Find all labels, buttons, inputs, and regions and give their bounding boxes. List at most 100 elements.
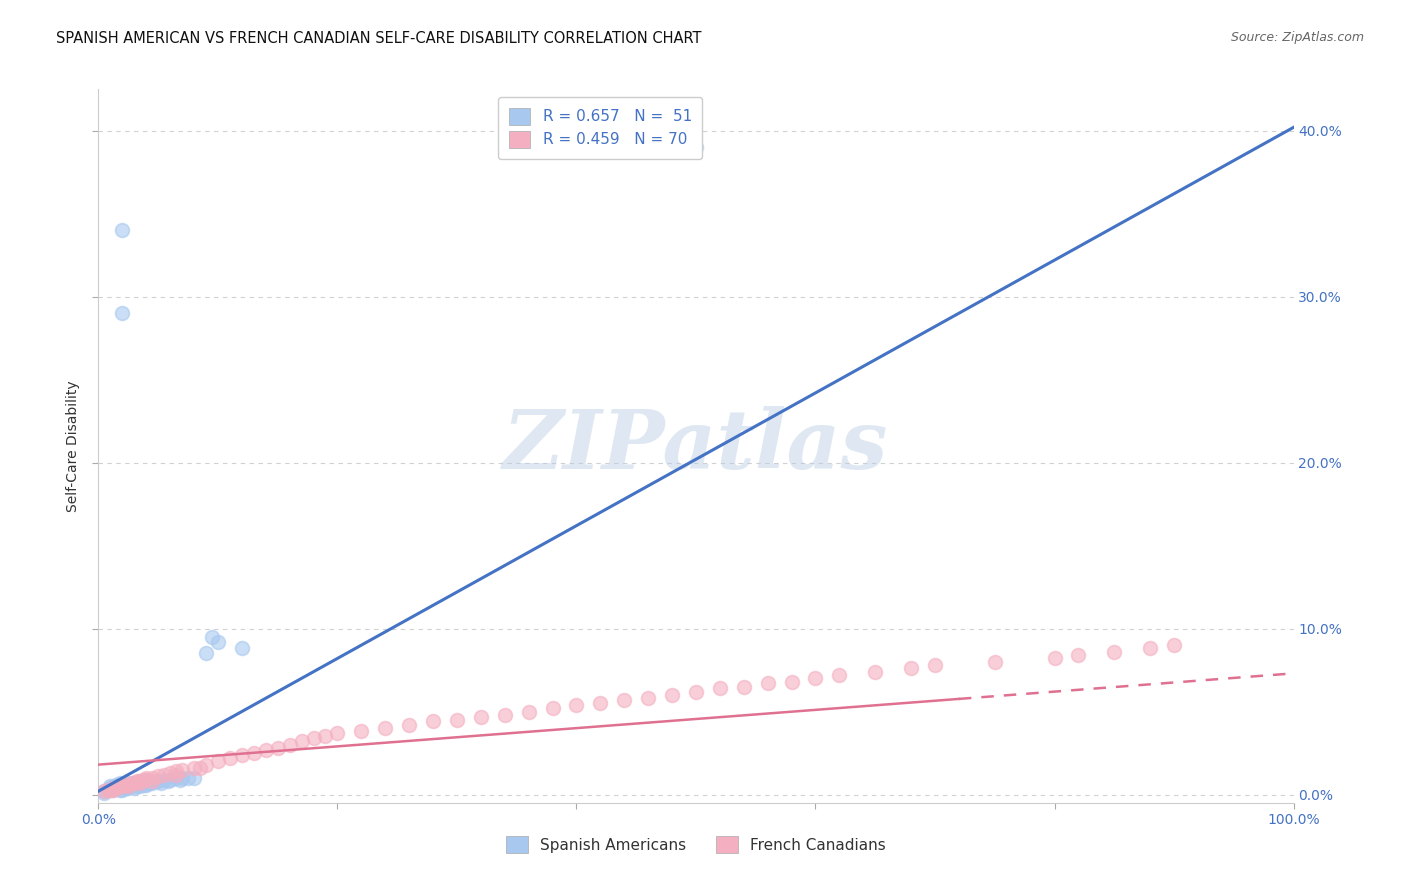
Point — [115, 779, 138, 793]
Point — [135, 778, 157, 792]
Text: SPANISH AMERICAN VS FRENCH CANADIAN SELF-CARE DISABILITY CORRELATION CHART: SPANISH AMERICAN VS FRENCH CANADIAN SELF… — [56, 31, 702, 46]
Point — [494, 707, 516, 722]
Text: Source: ZipAtlas.com: Source: ZipAtlas.com — [1230, 31, 1364, 45]
Point — [1104, 645, 1126, 659]
Point — [159, 766, 181, 780]
Point — [108, 779, 131, 793]
Point — [733, 680, 755, 694]
Point — [145, 774, 167, 789]
Point — [129, 776, 152, 790]
Point — [149, 776, 172, 790]
Point — [207, 635, 229, 649]
Point — [98, 782, 122, 797]
Point — [446, 713, 468, 727]
Point — [661, 688, 683, 702]
Point — [132, 772, 155, 787]
Point — [231, 641, 253, 656]
Point — [138, 776, 160, 790]
Point — [709, 681, 731, 696]
Point — [165, 767, 187, 781]
Point — [135, 771, 157, 785]
Point — [169, 772, 191, 787]
Point — [1163, 638, 1185, 652]
Point — [165, 764, 187, 779]
Point — [129, 774, 152, 789]
Point — [153, 772, 176, 787]
Point — [114, 780, 136, 795]
Point — [924, 658, 946, 673]
Point — [183, 771, 205, 785]
Point — [565, 698, 588, 712]
Point — [188, 761, 211, 775]
Point — [114, 778, 136, 792]
Point — [159, 772, 181, 787]
Point — [111, 306, 134, 320]
Point — [93, 784, 115, 798]
Point — [117, 779, 139, 793]
Point — [470, 709, 492, 723]
Point — [374, 721, 396, 735]
Point — [117, 780, 139, 795]
Y-axis label: Self-Care Disability: Self-Care Disability — [66, 380, 80, 512]
Point — [398, 718, 420, 732]
Point — [637, 691, 659, 706]
Point — [108, 782, 131, 797]
Point — [165, 771, 187, 785]
Point — [517, 705, 540, 719]
Point — [93, 786, 115, 800]
Point — [93, 784, 115, 798]
Point — [114, 778, 136, 792]
Point — [105, 780, 128, 795]
Point — [121, 779, 143, 793]
Point — [105, 778, 128, 792]
Point — [103, 779, 125, 793]
Point — [111, 779, 134, 793]
Point — [124, 776, 146, 790]
Point — [135, 772, 157, 787]
Point — [207, 754, 229, 768]
Point — [219, 751, 242, 765]
Point — [107, 779, 129, 793]
Point — [120, 778, 142, 792]
Point — [129, 774, 152, 789]
Point — [124, 776, 146, 790]
Point — [350, 724, 373, 739]
Point — [118, 779, 141, 793]
Point — [865, 665, 887, 679]
Point — [153, 767, 176, 781]
Point — [177, 771, 200, 785]
Point — [129, 779, 152, 793]
Point — [125, 774, 148, 789]
Point — [101, 780, 124, 795]
Point — [315, 730, 337, 744]
Point — [278, 738, 301, 752]
Point — [1139, 641, 1161, 656]
Point — [148, 774, 170, 789]
Point — [195, 647, 218, 661]
Point — [780, 674, 803, 689]
Point — [828, 668, 851, 682]
Point — [195, 757, 218, 772]
Point — [141, 776, 163, 790]
Point — [589, 696, 612, 710]
Point — [125, 779, 148, 793]
Point — [201, 630, 224, 644]
Point — [291, 734, 314, 748]
Point — [685, 140, 707, 154]
Text: ZIPatlas: ZIPatlas — [503, 406, 889, 486]
Point — [98, 779, 122, 793]
Point — [804, 671, 827, 685]
Point — [326, 726, 349, 740]
Point — [302, 731, 325, 745]
Legend: Spanish Americans, French Canadians: Spanish Americans, French Canadians — [501, 830, 891, 859]
Point — [124, 780, 146, 795]
Point — [111, 223, 134, 237]
Point — [984, 655, 1007, 669]
Point — [101, 782, 124, 797]
Point — [172, 763, 194, 777]
Point — [685, 684, 707, 698]
Point — [900, 661, 922, 675]
Point — [231, 747, 253, 762]
Point — [132, 778, 155, 792]
Point — [121, 776, 143, 790]
